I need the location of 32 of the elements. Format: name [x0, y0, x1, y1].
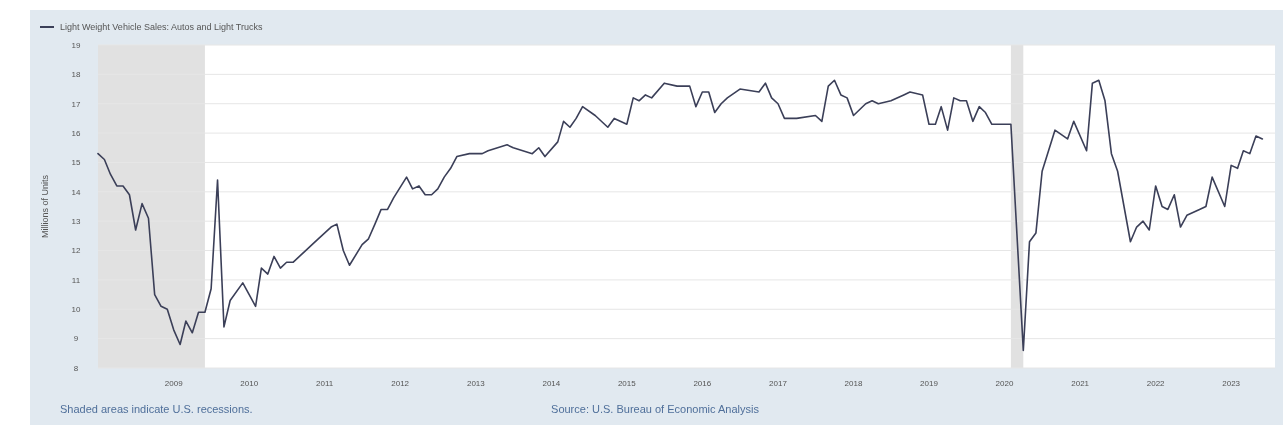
source-note: Source: U.S. Bureau of Economic Analysis [551, 403, 760, 415]
y-tick-label: 9 [73, 334, 79, 344]
x-tick-label: 2014 [542, 379, 561, 388]
y-axis-title: Millions of Units [40, 174, 50, 239]
x-tick-label: 2011 [316, 379, 334, 388]
x-tick-label: 2019 [920, 379, 939, 388]
x-tick-label: 2012 [391, 379, 410, 388]
y-tick-label: 14 [71, 187, 81, 197]
y-tick-label: 12 [71, 246, 81, 256]
x-tick-label: 2010 [240, 379, 259, 388]
legend-label: Light Weight Vehicle Sales: Autos and Light Trucks [60, 22, 263, 33]
y-tick-label: 10 [71, 305, 81, 315]
y-tick-label: 11 [71, 275, 81, 285]
y-tick-label: 15 [71, 158, 81, 168]
x-tick-label: 2021 [1071, 379, 1090, 388]
x-tick-label: 2013 [466, 379, 486, 388]
x-tick-label: 2020 [995, 379, 1014, 388]
y-tick-label: 17 [71, 99, 81, 109]
x-tick-label: 2023 [1222, 379, 1241, 388]
x-tick-label: 2016 [693, 379, 712, 388]
x-tick-label: 2022 [1146, 379, 1166, 388]
y-tick-label: 16 [71, 128, 81, 138]
x-tick-label: 2018 [844, 379, 863, 388]
x-tick-label: 2015 [617, 379, 637, 388]
x-tick-label: 2009 [164, 379, 184, 388]
y-tick-label: 13 [71, 216, 81, 226]
text: Shaded areas indicate U.S. recessions. [60, 403, 253, 415]
y-tick-label: 8 [73, 363, 79, 373]
x-tick-label: 2017 [769, 379, 788, 388]
y-tick-label: 19 [71, 40, 81, 50]
line-series [97, 79, 1264, 352]
y-tick-label: 18 [71, 70, 81, 80]
